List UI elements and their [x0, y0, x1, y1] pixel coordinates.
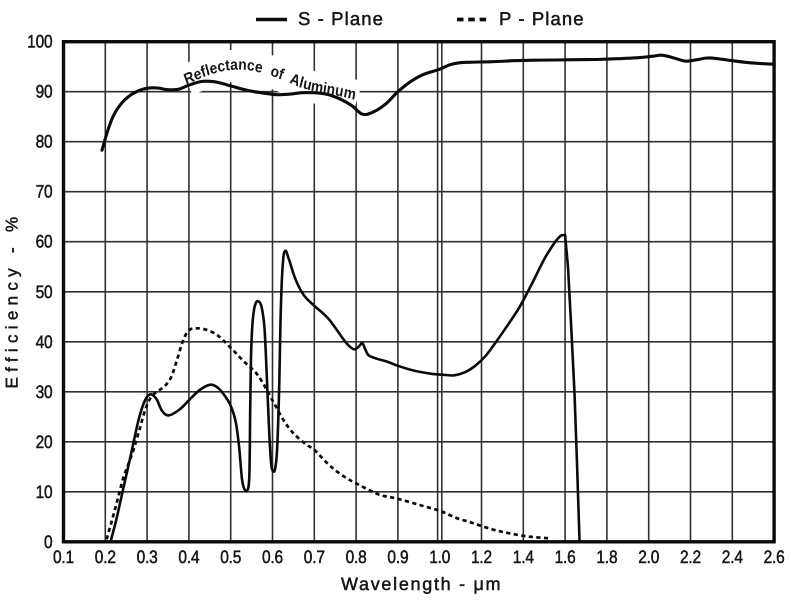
svg-text:0.5: 0.5 [220, 547, 241, 567]
svg-text:0.6: 0.6 [262, 547, 283, 567]
svg-text:Efficiency - %: Efficiency - % [3, 212, 22, 389]
svg-text:S - Plane: S - Plane [298, 8, 384, 29]
svg-text:1.2: 1.2 [471, 547, 492, 567]
svg-text:1.4: 1.4 [513, 547, 534, 567]
svg-text:60: 60 [36, 232, 53, 252]
svg-text:30: 30 [36, 382, 53, 402]
svg-text:80: 80 [36, 132, 53, 152]
svg-text:0.7: 0.7 [304, 547, 325, 567]
svg-text:1.0: 1.0 [429, 547, 450, 567]
svg-text:2.2: 2.2 [680, 547, 701, 567]
svg-text:0.2: 0.2 [95, 547, 116, 567]
svg-text:0.9: 0.9 [387, 547, 408, 567]
svg-text:0.1: 0.1 [53, 547, 74, 567]
svg-text:0.3: 0.3 [137, 547, 158, 567]
svg-text:Wavelength - μm: Wavelength - μm [341, 574, 502, 594]
svg-text:0.8: 0.8 [346, 547, 367, 567]
svg-text:1.8: 1.8 [596, 547, 617, 567]
svg-text:20: 20 [36, 432, 53, 452]
svg-text:10: 10 [36, 482, 53, 502]
svg-text:0.4: 0.4 [178, 547, 199, 567]
svg-text:1.6: 1.6 [555, 547, 576, 567]
svg-text:2.6: 2.6 [764, 547, 785, 567]
svg-text:2.0: 2.0 [638, 547, 659, 567]
svg-text:70: 70 [36, 182, 53, 202]
svg-text:P - Plane: P - Plane [499, 8, 585, 29]
svg-text:100: 100 [27, 32, 52, 52]
svg-text:40: 40 [36, 332, 53, 352]
svg-text:0: 0 [44, 532, 53, 552]
svg-text:90: 90 [36, 82, 53, 102]
svg-text:2.4: 2.4 [722, 547, 743, 567]
svg-text:50: 50 [36, 282, 53, 302]
